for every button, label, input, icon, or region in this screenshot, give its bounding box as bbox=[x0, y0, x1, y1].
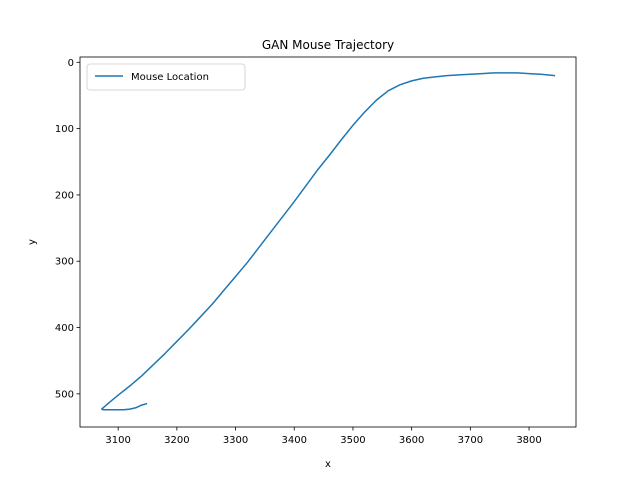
x-tick-label: 3100 bbox=[105, 435, 130, 446]
plot-area bbox=[79, 56, 577, 428]
x-tick-label: 3400 bbox=[282, 435, 307, 446]
x-tick-label: 3600 bbox=[399, 435, 424, 446]
x-tick-label: 3700 bbox=[458, 435, 483, 446]
series-layer bbox=[100, 72, 556, 411]
x-tick-label: 3300 bbox=[223, 435, 248, 446]
x-tick-label: 3500 bbox=[340, 435, 365, 446]
legend-label: Mouse Location bbox=[131, 72, 209, 83]
legend-box bbox=[86, 63, 246, 91]
y-tick-label: 0 bbox=[68, 58, 74, 69]
y-tick-label: 300 bbox=[55, 257, 74, 268]
chart-title: GAN Mouse Trajectory bbox=[262, 38, 394, 52]
x-tick-label: 3800 bbox=[516, 435, 541, 446]
y-axis-title: y bbox=[27, 239, 38, 245]
y-tick-label: 500 bbox=[55, 389, 74, 400]
y-tick-label: 400 bbox=[55, 323, 74, 334]
legend: Mouse Location bbox=[86, 63, 246, 91]
y-tick-label: 200 bbox=[55, 190, 74, 201]
x-axis-title: x bbox=[325, 459, 331, 470]
series-line-mouse-location bbox=[100, 72, 556, 411]
x-tick-label: 3200 bbox=[164, 435, 189, 446]
y-axis: 0 100 200 300 400 500 bbox=[55, 58, 80, 400]
x-axis: 3100 3200 3300 3400 3500 3600 3700 3800 bbox=[105, 427, 542, 446]
y-tick-label: 100 bbox=[55, 124, 74, 135]
